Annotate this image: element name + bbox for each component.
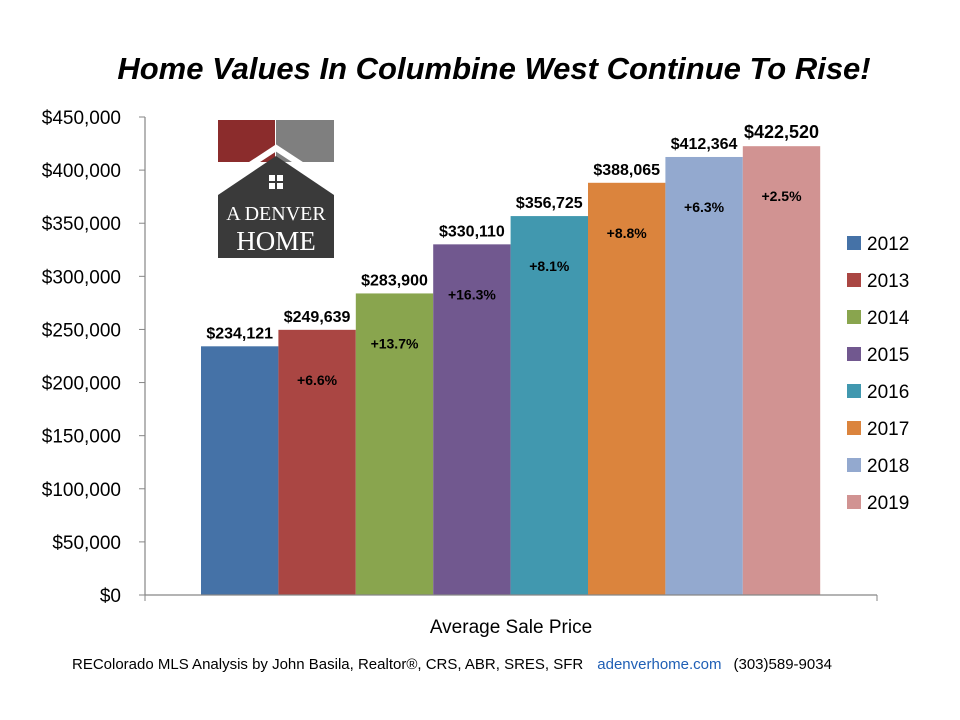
change-label-2015: +16.3% (448, 286, 496, 302)
legend-label: 2012 (867, 234, 909, 255)
change-label-2019: +2.5% (761, 188, 802, 204)
change-label-2016: +8.1% (529, 258, 570, 274)
a-denver-home-logo: A DENVER HOME (216, 120, 336, 258)
logo-roof-line (216, 144, 336, 189)
legend-swatch (847, 347, 861, 361)
legend-swatch (847, 273, 861, 287)
value-label-2015: $330,110 (439, 223, 505, 240)
legend-label: 2013 (867, 271, 909, 292)
bar-2015 (433, 244, 511, 595)
bar-2012 (201, 346, 279, 595)
legend-item-2018: 2018 (847, 456, 909, 477)
bar-2013 (278, 329, 356, 595)
legend-item-2014: 2014 (847, 308, 910, 329)
value-label-2019: $422,520 (744, 122, 819, 142)
logo-window-icon (269, 175, 283, 189)
logo-house-icon (218, 156, 334, 258)
logo-text-line1: A DENVER (226, 203, 326, 225)
change-label-2017: +8.8% (607, 225, 648, 241)
bar-2017 (588, 182, 666, 595)
y-tick-label: $400,000 (42, 161, 121, 182)
bar-2014 (355, 293, 434, 595)
bar-2018 (665, 156, 743, 596)
change-label-2013: +6.6% (297, 372, 338, 388)
change-label-2014: +13.7% (371, 335, 419, 351)
legend-swatch (847, 421, 861, 435)
value-label-2012: $234,121 (206, 325, 273, 342)
legend-item-2016: 2016 (847, 382, 909, 403)
y-tick-label: $50,000 (52, 533, 121, 554)
footer: REColorado MLS Analysis by John Basila, … (72, 656, 832, 673)
legend-label: 2017 (867, 419, 909, 440)
y-axis: $0 $50,000 $100,000 $150,000 $200,000 $250,00… (42, 108, 146, 607)
change-label-2018: +6.3% (684, 199, 725, 215)
legend-swatch (847, 236, 861, 250)
footer-phone: (303)589-9034 (734, 656, 832, 673)
y-tick-label: $450,000 (42, 108, 121, 129)
x-axis-label: Average Sale Price (430, 617, 592, 638)
y-tick-label: $150,000 (42, 427, 121, 448)
legend-item-2013: 2013 (847, 271, 909, 292)
legend: 2012 2013 2014 2015 2016 2017 2018 2019 (847, 234, 910, 514)
legend-label: 2015 (867, 345, 909, 366)
value-label-2018: $412,364 (671, 136, 738, 153)
legend-swatch (847, 458, 861, 472)
y-tick-label: $350,000 (42, 214, 121, 235)
legend-swatch (847, 310, 861, 324)
logo-text-line2: HOME (236, 226, 316, 256)
bar-2016 (510, 216, 588, 595)
y-tick-label: $200,000 (42, 374, 121, 395)
y-tick-label: $100,000 (42, 480, 121, 501)
legend-swatch (847, 495, 861, 509)
change-labels: +6.6% +13.7% +16.3% +8.1% +8.8% +6.3% +2.5% (297, 188, 802, 388)
chart-title: Home Values In Columbine West Continue T… (117, 51, 870, 86)
bar-2019 (742, 146, 821, 595)
legend-item-2019: 2019 (847, 493, 909, 514)
legend-label: 2018 (867, 456, 909, 477)
footer-website-link[interactable]: adenverhome.com (597, 656, 721, 673)
value-label-2016: $356,725 (516, 195, 583, 212)
bars (201, 146, 821, 596)
legend-label: 2016 (867, 382, 909, 403)
value-label-2014: $283,900 (361, 272, 428, 289)
legend-label: 2014 (867, 308, 910, 329)
legend-item-2012: 2012 (847, 234, 909, 255)
y-tick-label: $0 (100, 586, 121, 607)
y-tick-label: $250,000 (42, 320, 121, 341)
y-tick-label: $300,000 (42, 267, 121, 288)
value-labels: $234,121 $249,639 $283,900 $330,110 $356,725… (206, 122, 819, 342)
legend-label: 2019 (867, 493, 909, 514)
legend-item-2015: 2015 (847, 345, 909, 366)
value-label-2017: $388,065 (593, 162, 660, 179)
legend-item-2017: 2017 (847, 419, 909, 440)
value-label-2013: $249,639 (284, 309, 351, 326)
legend-swatch (847, 384, 861, 398)
footer-credit: REColorado MLS Analysis by John Basila, … (72, 656, 583, 673)
